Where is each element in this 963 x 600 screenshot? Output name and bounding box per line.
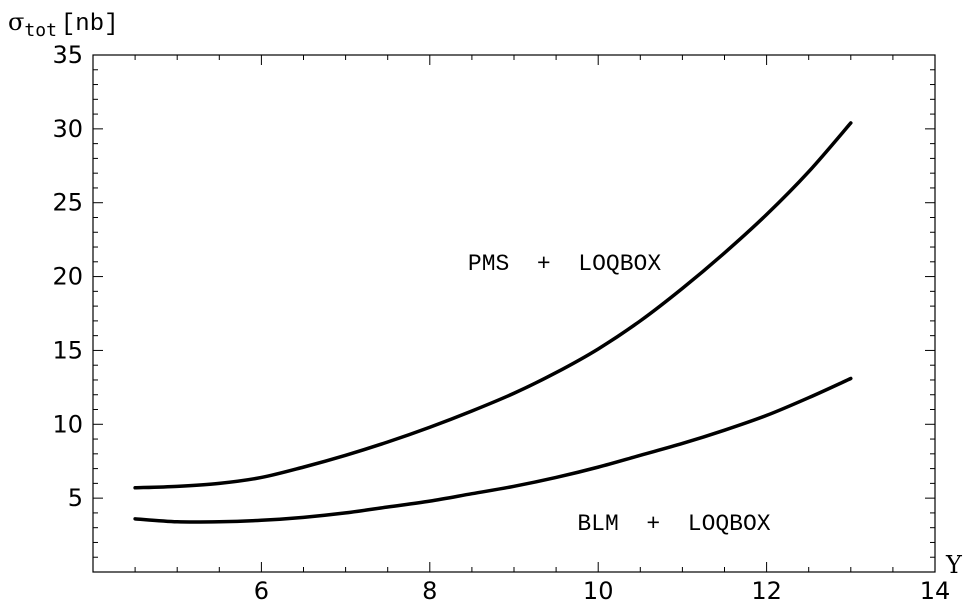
annotations: PMS + LOQBOX BLM + LOQBOX <box>468 251 771 537</box>
x-tick-label: 14 <box>920 577 951 600</box>
series-line-1 <box>133 121 853 490</box>
x-tick-label: 10 <box>583 577 614 600</box>
x-tick-label: 6 <box>254 577 269 600</box>
y-tick-label: 20 <box>52 263 83 291</box>
series-annotation-2: BLM + LOQBOX <box>577 511 770 537</box>
y-axis-subscript: tot <box>24 20 57 41</box>
x-tick-label: 12 <box>751 577 782 600</box>
series <box>133 121 853 524</box>
y-tick-label: 10 <box>52 410 83 438</box>
series-line-2 <box>133 376 853 524</box>
series-annotation-1: PMS + LOQBOX <box>468 251 661 277</box>
y-tick-label: 15 <box>52 336 83 364</box>
plot-frame <box>92 54 936 573</box>
y-axis-symbol: σ <box>8 8 24 36</box>
x-axis-title: Y <box>945 551 963 579</box>
y-axis-title: σtot [nb] <box>8 8 119 41</box>
x-tick-label: 8 <box>422 577 437 600</box>
ticks: 6 8 10 12 14 5 10 15 20 25 30 35 <box>52 41 950 600</box>
y-tick-label: 25 <box>52 189 83 217</box>
y-axis-unit: [nb] <box>61 11 119 38</box>
y-tick-label: 30 <box>52 115 83 143</box>
y-tick-label: 5 <box>68 484 83 512</box>
y-tick-label: 35 <box>52 41 83 69</box>
